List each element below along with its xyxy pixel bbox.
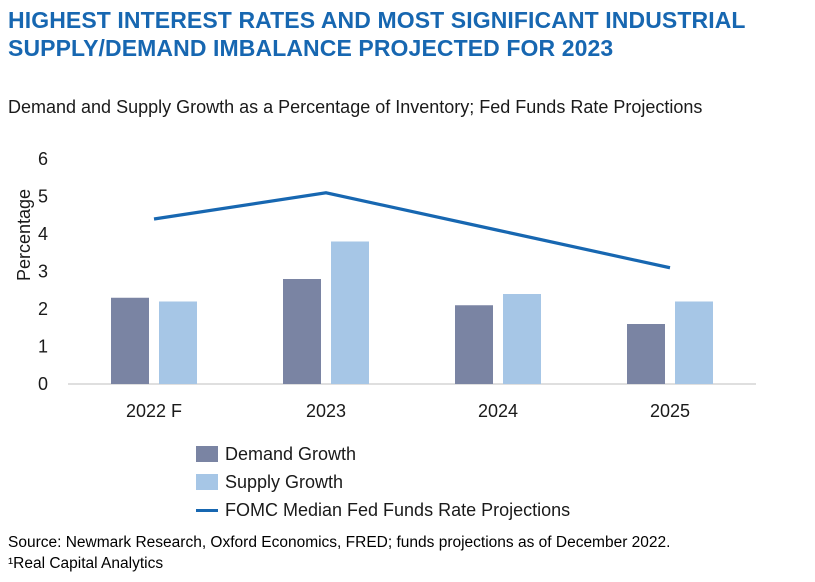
legend-swatch-fomc [196, 508, 218, 512]
demand-bar [111, 297, 149, 384]
legend-swatch-demand [196, 446, 218, 462]
fomc-line [153, 191, 671, 270]
chart-plot: 0 1 2 3 4 5 6 Percentage 2022 F 2023 2024 2025 [14, 149, 756, 421]
chart-title: HIGHEST INTEREST RATES AND MOST SIGNIFIC… [8, 7, 746, 61]
x-axis: 2022 F 2023 2024 2025 [126, 401, 690, 421]
x-tick-label: 2025 [650, 401, 690, 421]
x-tick-label: 2022 F [126, 401, 182, 421]
y-tick-label: 5 [38, 187, 48, 207]
chart-subtitle: Demand and Supply Growth as a Percentage… [8, 97, 703, 117]
legend-item-fomc: FOMC Median Fed Funds Rate Projections [196, 496, 570, 524]
line-series [153, 191, 671, 270]
y-tick-label: 6 [38, 149, 48, 169]
x-tick-label: 2024 [478, 401, 518, 421]
legend-label-demand: Demand Growth [225, 443, 357, 464]
demand-bar [455, 305, 493, 384]
legend-item-supply: Supply Growth [196, 468, 570, 496]
y-tick-label: 1 [38, 337, 48, 357]
supply-bar [331, 241, 369, 384]
demand-bar [283, 279, 321, 384]
legend: Demand Growth Supply Growth FOMC Median … [196, 440, 570, 524]
x-tick-label: 2023 [306, 401, 346, 421]
y-tick-label: 4 [38, 224, 48, 244]
source-note: Source: Newmark Research, Oxford Economi… [8, 532, 670, 574]
supply-bar [675, 301, 713, 384]
y-tick-label: 2 [38, 299, 48, 319]
bars [111, 241, 713, 384]
legend-swatch-supply [196, 474, 218, 490]
y-tick-label: 0 [38, 374, 48, 394]
source-line-2: ¹Real Capital Analytics [8, 555, 164, 572]
y-axis-label: Percentage [14, 189, 34, 281]
y-tick-label: 3 [38, 262, 48, 282]
source-line-1: Source: Newmark Research, Oxford Economi… [8, 534, 671, 551]
supply-bar [159, 301, 197, 384]
demand-bar [627, 324, 665, 384]
legend-label-supply: Supply Growth [225, 471, 344, 492]
y-axis: 0 1 2 3 4 5 6 [38, 149, 48, 394]
legend-label-fomc: FOMC Median Fed Funds Rate Projections [225, 499, 571, 520]
supply-bar [503, 294, 541, 384]
legend-item-demand: Demand Growth [196, 440, 570, 468]
